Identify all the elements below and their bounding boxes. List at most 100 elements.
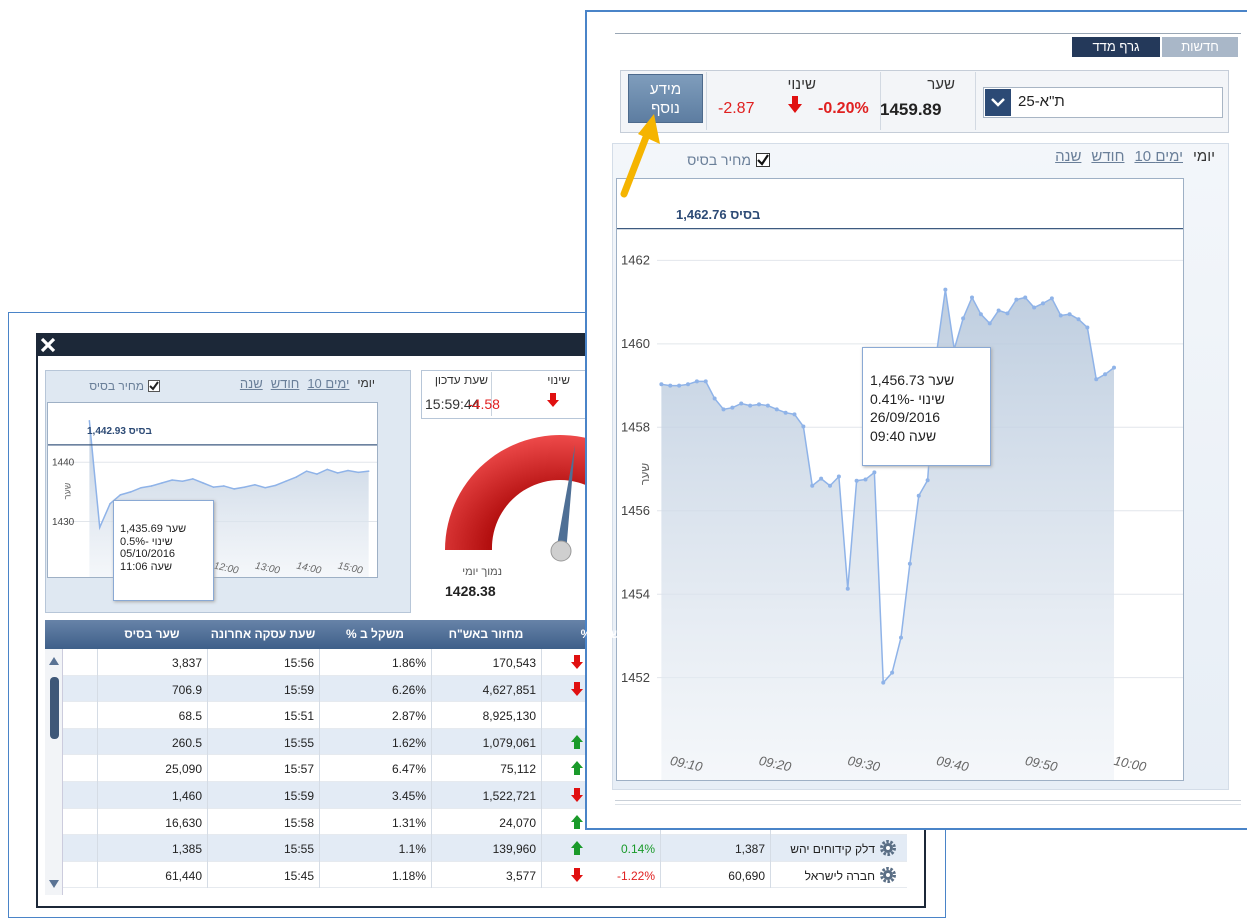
- point: [1023, 296, 1027, 300]
- point: [326, 469, 328, 471]
- scroll-thumb[interactable]: [50, 677, 59, 739]
- point: [337, 472, 339, 474]
- point: [89, 420, 91, 422]
- cell-change: -1.22%: [541, 869, 655, 883]
- point: [722, 407, 726, 411]
- column-header: משקל ב %: [319, 627, 431, 641]
- tab-index-chart[interactable]: גרף מדד: [1072, 37, 1160, 57]
- arrow-down: [788, 96, 802, 113]
- cell-weight: 1.1%: [319, 842, 426, 856]
- y-axis-label: שער: [638, 463, 652, 485]
- cell-time: 15:55: [207, 842, 314, 856]
- point: [695, 379, 699, 383]
- point: [775, 407, 779, 411]
- checkbox[interactable]: [756, 153, 770, 167]
- cell-weight: 1.18%: [319, 869, 426, 883]
- base-checkbox[interactable]: מחיר בסיס: [60, 377, 160, 395]
- arrow-up: [571, 841, 583, 855]
- close-button[interactable]: [39, 336, 57, 354]
- point: [1059, 313, 1063, 317]
- point: [264, 487, 266, 489]
- period-tab[interactable]: חודש: [1091, 148, 1124, 168]
- cell-base: 706.9: [97, 683, 202, 697]
- cell-weight: 2.87%: [319, 709, 426, 723]
- arrow-shape: [571, 761, 583, 775]
- separator: [975, 72, 976, 130]
- cell-turnover: 1,522,721: [431, 789, 536, 803]
- change-points: -2.87: [718, 100, 754, 118]
- point: [1077, 317, 1081, 321]
- period-tab[interactable]: שנה: [1055, 148, 1081, 168]
- period-tab[interactable]: יומי: [1193, 148, 1215, 168]
- period-tab[interactable]: 10 ימים: [1134, 148, 1183, 168]
- point: [275, 485, 277, 487]
- cell-base: 3,837: [97, 656, 202, 670]
- cell-name: חברה לישראל: [770, 869, 875, 883]
- point: [233, 488, 235, 490]
- column-header: שינוי %: [541, 627, 660, 641]
- point: [979, 312, 983, 316]
- point: [819, 477, 823, 481]
- point: [899, 636, 903, 640]
- arrow-shape: [571, 682, 583, 696]
- y-tick-label: 1462: [621, 253, 650, 268]
- separator: [706, 72, 707, 130]
- settings-icon[interactable]: [880, 840, 896, 856]
- cell-time: 15:59: [207, 789, 314, 803]
- arrow-down: [571, 655, 583, 669]
- point: [748, 404, 752, 408]
- base-checkbox[interactable]: מחיר בסיס: [660, 150, 770, 170]
- point: [140, 487, 142, 489]
- arrow-down: [547, 393, 559, 407]
- scroll-down[interactable]: [49, 880, 59, 888]
- tab-news[interactable]: חדשות: [1162, 37, 1238, 57]
- update-time-label: שעת עדכון: [426, 373, 488, 387]
- point: [926, 478, 930, 482]
- cell-weight: 1.86%: [319, 656, 426, 670]
- front-tooltip: [862, 347, 991, 466]
- tooltip-line: שינוי -0.5%: [120, 536, 210, 548]
- column-header: מחזור באש"ח: [431, 627, 541, 641]
- tooltip-line: שעה 09:40: [870, 428, 985, 444]
- arrow-shape: [571, 868, 583, 882]
- period-tab[interactable]: שנה: [240, 376, 263, 394]
- cell-turnover: 139,960: [431, 842, 536, 856]
- cell-weight: 6.47%: [319, 762, 426, 776]
- point: [130, 491, 132, 493]
- cell-base: 68.5: [97, 709, 202, 723]
- change-label: שינוי: [770, 76, 816, 93]
- settings-icon[interactable]: [880, 867, 896, 883]
- cell-turnover: 1,079,061: [431, 736, 536, 750]
- period-tab[interactable]: 10 ימים: [307, 376, 349, 394]
- y-tick-label: 1458: [621, 420, 650, 435]
- period-tabs: יומי 10 ימים חודש שנה: [215, 376, 375, 394]
- tooltip-line: 05/10/2016: [120, 548, 210, 560]
- point: [182, 480, 184, 482]
- point: [659, 382, 663, 386]
- scroll-up[interactable]: [49, 657, 59, 665]
- tooltip-line: 26/09/2016: [870, 409, 985, 425]
- period-tab[interactable]: חודש: [271, 376, 300, 394]
- bottom-rule: [615, 800, 1241, 801]
- cell-divider: [541, 755, 542, 782]
- checkbox-label: מחיר בסיס: [89, 379, 144, 393]
- point: [295, 476, 297, 478]
- arrow-shape: [571, 655, 583, 669]
- point: [192, 478, 194, 480]
- point: [855, 479, 859, 483]
- point: [368, 470, 370, 472]
- point: [171, 479, 173, 481]
- cell-turnover: 75,112: [431, 762, 536, 776]
- point: [784, 411, 788, 415]
- point: [1085, 326, 1089, 330]
- arrow-shape: [571, 815, 583, 829]
- cell-name: דלק קידוחים יהש: [770, 842, 875, 856]
- cell-turnover: 3,577: [431, 869, 536, 883]
- point: [801, 424, 805, 428]
- checkbox[interactable]: [148, 380, 160, 392]
- point: [908, 562, 912, 566]
- cell-price: 1,387: [660, 842, 765, 856]
- daily-low-label: נמוך יומי: [452, 566, 502, 578]
- cell-divider: [541, 676, 542, 703]
- period-tab[interactable]: יומי: [357, 376, 375, 394]
